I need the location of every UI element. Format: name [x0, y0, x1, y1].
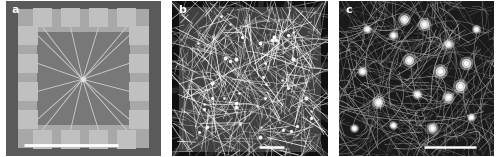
Bar — [61, 8, 80, 27]
Bar — [18, 8, 148, 149]
Bar — [33, 8, 52, 27]
Bar — [129, 82, 148, 101]
Bar — [33, 130, 52, 149]
Bar — [129, 54, 148, 73]
Bar — [129, 110, 148, 129]
Bar — [18, 54, 38, 73]
Bar — [37, 32, 130, 125]
Bar — [18, 82, 38, 101]
Bar — [89, 8, 108, 27]
Bar — [129, 26, 148, 45]
Bar — [117, 8, 136, 27]
Text: b: b — [178, 5, 186, 15]
Text: a: a — [12, 5, 20, 15]
Bar — [61, 130, 80, 149]
Text: c: c — [345, 5, 352, 15]
Bar — [18, 26, 38, 45]
Bar — [18, 110, 38, 129]
Bar — [89, 130, 108, 149]
Bar — [117, 130, 136, 149]
